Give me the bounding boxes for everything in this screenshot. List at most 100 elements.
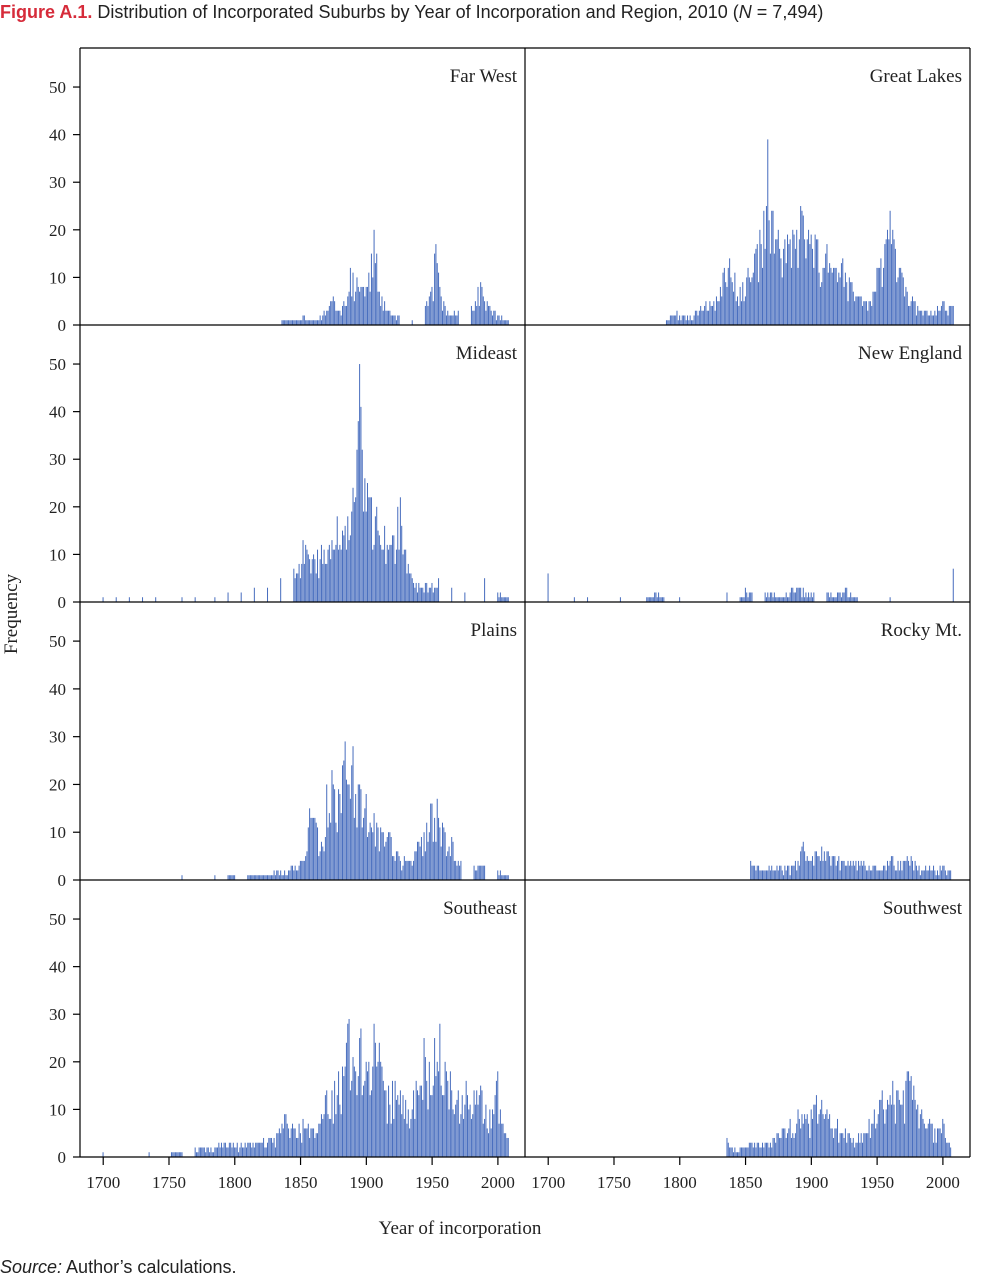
histogram-bar — [767, 870, 769, 880]
histogram-bar — [734, 1147, 736, 1157]
histogram-bar — [889, 210, 891, 325]
histogram-bar — [846, 1142, 848, 1157]
histogram-bar — [740, 1147, 742, 1157]
histogram-bar — [495, 320, 497, 325]
histogram-bar — [384, 525, 386, 602]
histogram-bar — [197, 1152, 199, 1157]
histogram-bar — [729, 1147, 731, 1157]
histogram-bar — [905, 286, 907, 325]
histogram-bar — [672, 315, 674, 325]
histogram-bar — [738, 305, 740, 325]
histogram-bar — [758, 865, 760, 880]
histogram-bar — [272, 875, 274, 880]
x-tick-label: 1750 — [152, 1173, 186, 1192]
histogram-bar — [398, 1104, 400, 1157]
histogram-bar — [327, 310, 329, 325]
histogram-bar — [274, 1147, 276, 1157]
histogram-bar — [102, 1152, 104, 1157]
histogram-bar — [328, 544, 330, 602]
histogram-bar — [420, 587, 422, 602]
histogram-bar — [381, 549, 383, 602]
histogram-bar — [447, 310, 449, 325]
histogram-bar — [370, 253, 372, 325]
histogram-bar — [787, 1133, 789, 1157]
histogram-bar — [811, 248, 814, 325]
histogram-bar — [448, 315, 450, 325]
x-tick-label: 1800 — [218, 1173, 252, 1192]
histogram-bar — [910, 856, 912, 880]
histogram-bar — [444, 832, 446, 880]
histogram-bar — [344, 1066, 346, 1157]
histogram-bar — [411, 320, 413, 325]
histogram-bar — [934, 870, 936, 880]
panel-title: Mideast — [456, 343, 518, 364]
histogram-bar — [801, 1114, 803, 1157]
histogram-bar — [750, 282, 752, 325]
histogram-bar — [793, 1137, 795, 1157]
histogram-bar — [219, 1147, 221, 1157]
histogram-bar — [785, 263, 787, 325]
y-tick-label: 0 — [58, 871, 67, 890]
histogram-bar — [490, 1128, 492, 1157]
histogram-bar — [744, 587, 746, 602]
histogram-bar — [860, 860, 862, 880]
histogram-bar — [947, 1142, 949, 1157]
histogram-bar — [374, 263, 376, 325]
histogram-bar — [894, 1123, 896, 1157]
histogram-bar — [918, 1128, 920, 1157]
histogram-bar — [374, 516, 376, 602]
histogram-bar — [307, 320, 309, 325]
histogram-bar — [769, 253, 771, 325]
histogram-bar — [441, 822, 443, 880]
histogram-bar — [779, 1137, 781, 1157]
histogram-bar — [913, 301, 915, 325]
histogram-bar — [847, 860, 849, 880]
histogram-bar — [406, 1123, 408, 1157]
histogram-bar — [827, 1118, 829, 1157]
histogram-bar — [431, 1095, 433, 1157]
histogram-bar — [675, 315, 677, 325]
histogram-bar — [281, 1123, 283, 1157]
histogram-bar — [293, 1128, 295, 1157]
histogram-bar — [342, 765, 344, 880]
histogram-bar — [835, 865, 837, 880]
histogram-bar — [950, 870, 952, 880]
histogram-bar — [495, 1080, 497, 1157]
histogram-bar — [883, 1109, 885, 1157]
histogram-bar — [698, 310, 700, 325]
histogram-bar — [944, 310, 946, 325]
histogram-bar — [382, 832, 384, 880]
histogram-bar — [469, 1104, 471, 1157]
histogram-bar — [836, 1118, 839, 1157]
histogram-bar — [386, 1123, 388, 1157]
histogram-bar — [906, 1071, 908, 1157]
histogram-bar — [813, 592, 815, 602]
histogram-bar — [423, 592, 425, 602]
histogram-bar — [289, 1137, 291, 1157]
histogram-bar — [295, 573, 297, 602]
histogram-bar — [742, 597, 744, 602]
histogram-bar — [203, 1147, 205, 1157]
histogram-bar — [286, 320, 288, 325]
histogram-bar — [892, 229, 894, 325]
histogram-bar — [395, 320, 397, 325]
histogram-bar — [802, 587, 804, 602]
histogram-bar — [808, 229, 810, 325]
histogram-bar — [317, 1133, 319, 1157]
histogram-bar — [309, 559, 311, 602]
histogram-bar — [240, 1142, 242, 1157]
histogram-bar — [864, 301, 866, 325]
histogram-bar — [746, 277, 748, 325]
histogram-bar — [802, 1123, 804, 1157]
histogram-bar — [768, 1147, 770, 1157]
histogram-bar — [330, 1118, 332, 1157]
histogram-bar — [426, 822, 428, 880]
histogram-bar — [369, 822, 371, 880]
histogram-bar — [353, 817, 355, 880]
histogram-bar — [243, 1147, 245, 1157]
histogram-bar — [880, 258, 882, 325]
histogram-bar — [293, 870, 295, 880]
histogram-bar — [347, 296, 349, 325]
histogram-bar — [940, 1133, 942, 1157]
histogram-bar — [409, 573, 411, 602]
